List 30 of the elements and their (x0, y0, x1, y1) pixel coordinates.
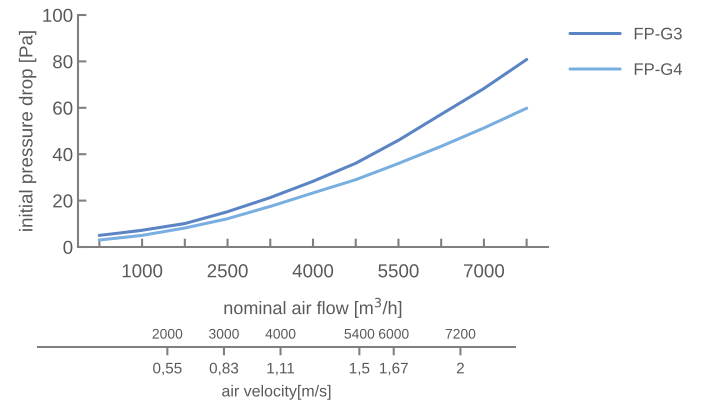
y-axis-title: initial pressure drop [Pa] (18, 31, 36, 231)
x-tick-label: 5500 (378, 264, 419, 278)
x2-tick-label: 1,11 (267, 362, 294, 376)
x-tick-label: 4000 (292, 264, 334, 278)
x-tick-label: 2500 (208, 264, 248, 278)
text: 2000 (152, 328, 182, 339)
y-tick-label: 20 (53, 194, 72, 208)
x2-tick-label: 1,67 (380, 362, 408, 376)
x-axis-title: nominal air flow [m$^{3}$/h] (224, 298, 402, 318)
x2-tick-label: 1,5 (350, 362, 370, 376)
x-tick-label: 7000 (464, 264, 504, 278)
text: 6000 (378, 328, 409, 339)
y-tick-label: 80 (53, 55, 72, 68)
text: 7200 (446, 328, 476, 339)
text: 3000 (209, 328, 239, 339)
x-tick-label: 1000 (122, 264, 162, 278)
x2-tick-label: 0,55 (153, 362, 182, 376)
text: 4000 (265, 328, 296, 339)
x2-axis-title: air velocity[m/s] (222, 384, 330, 400)
text: 5400 (344, 328, 374, 339)
y-tick-label: 0 (63, 240, 72, 254)
x2-tick-label: 2 (456, 362, 464, 374)
legend-label: FP-G4 (634, 63, 682, 76)
y-tick-label: 60 (53, 102, 72, 115)
line-series (98, 106, 528, 242)
line-series (98, 58, 528, 237)
y-tick-label: 100 (43, 8, 72, 22)
x2-tick-label: 0,83 (210, 362, 238, 376)
y-tick-label: 40 (52, 148, 72, 162)
legend-label: FP-G3 (634, 28, 682, 40)
